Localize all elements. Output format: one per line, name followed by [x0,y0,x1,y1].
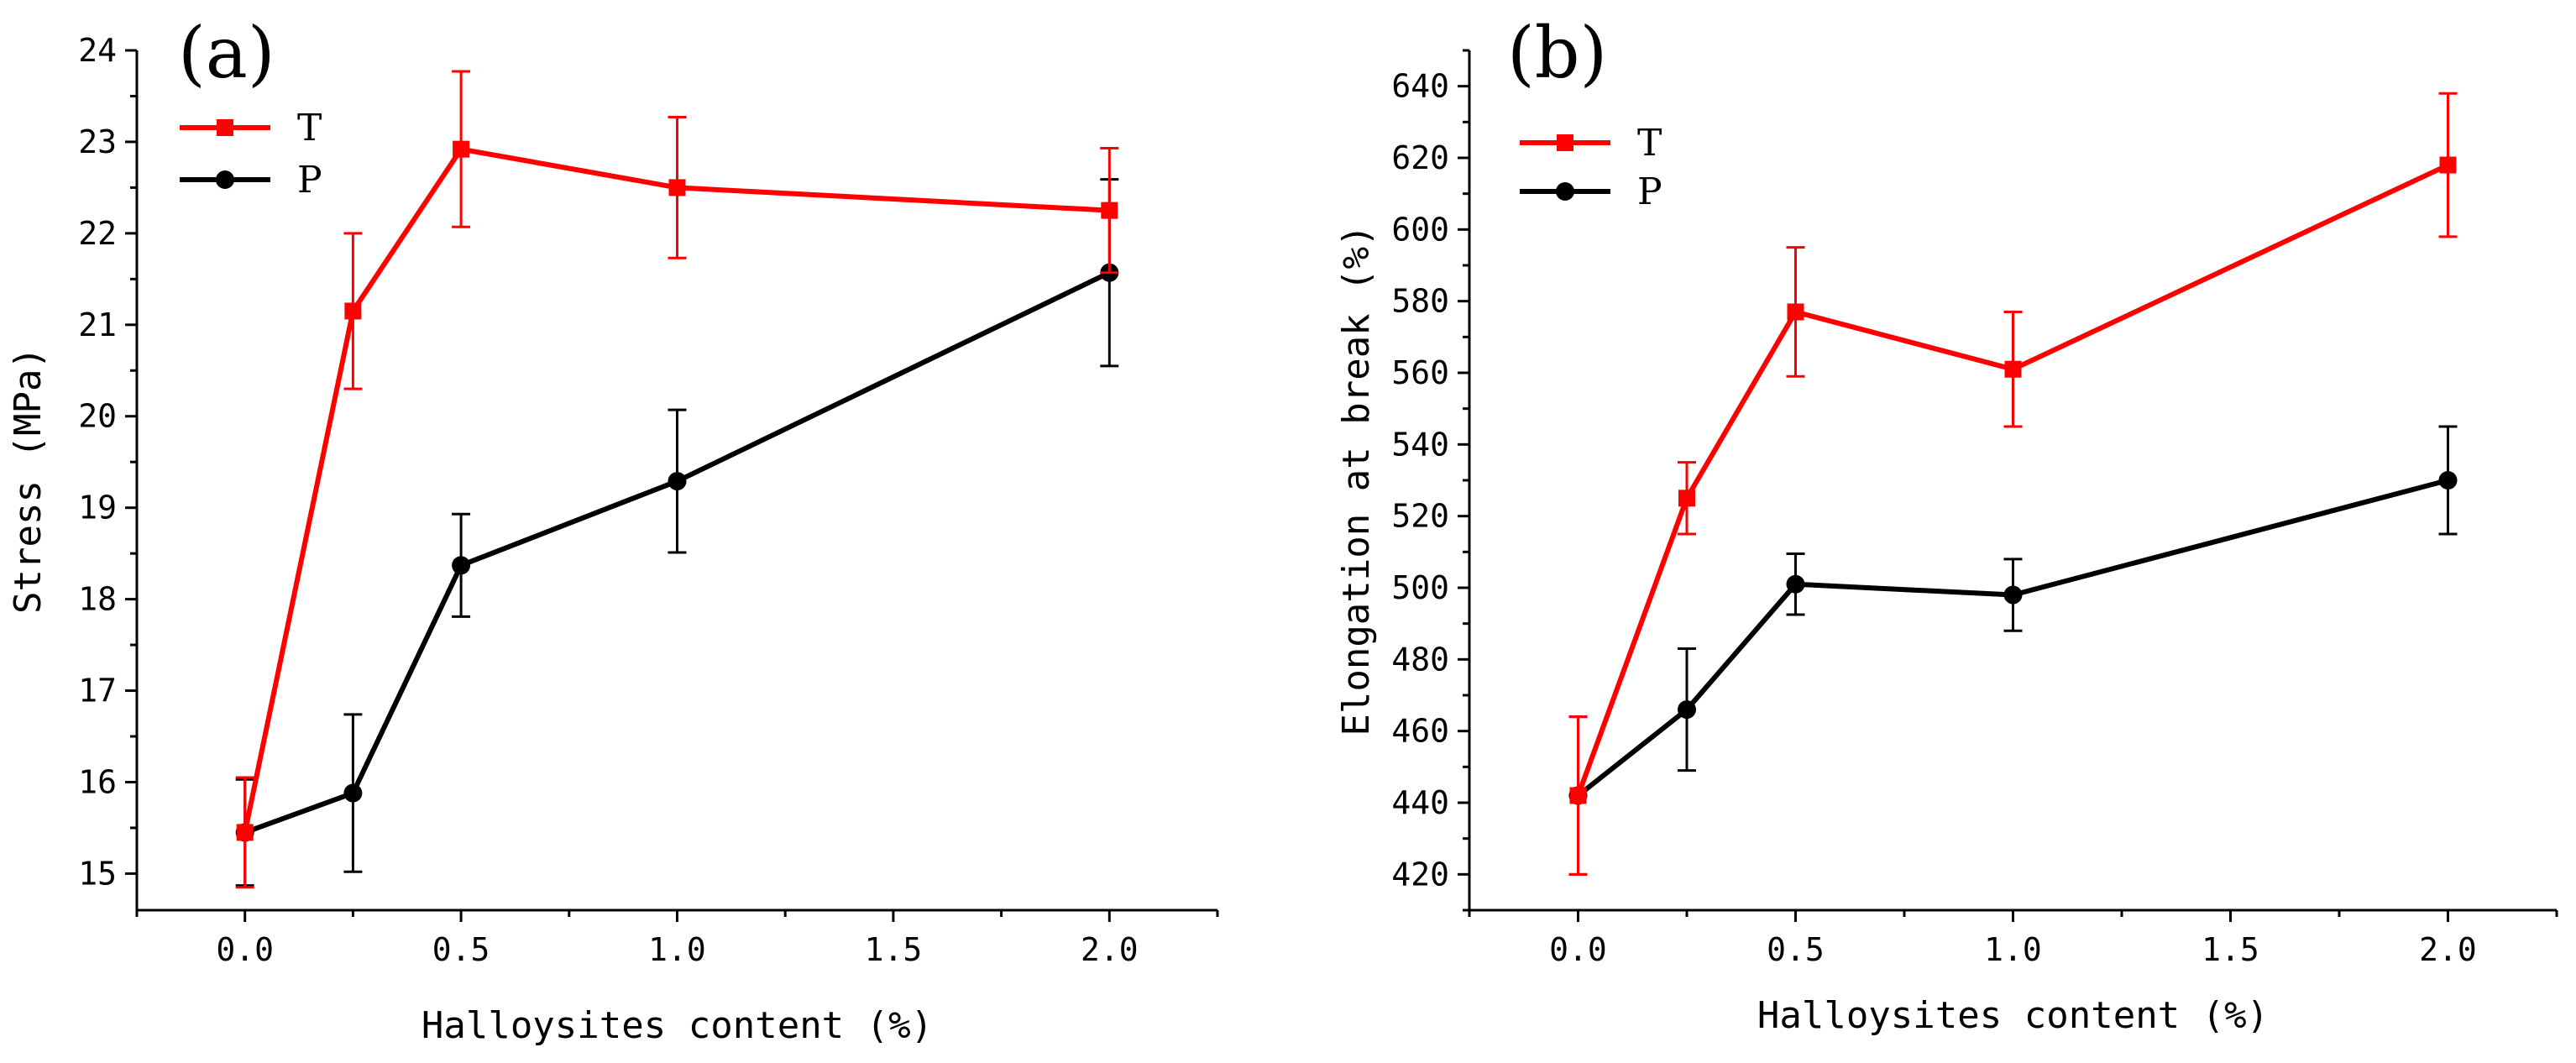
x-tick-label: 2.0 [2419,931,2477,968]
data-point [668,472,687,491]
y-axis-title: Elongation at break (%) [1335,224,1378,736]
data-point [236,824,254,841]
series-P [1568,425,2458,876]
series-line [1575,162,2449,797]
y-tick-label: 540 [1391,426,1449,463]
series-T [235,70,1119,889]
data-point [2439,156,2457,174]
x-tick-label: 1.5 [865,931,923,968]
y-tick-label: 16 [78,763,117,800]
y-tick-label: 560 [1391,354,1449,391]
x-tick-label: 0.5 [432,931,490,968]
y-tick-label: 420 [1391,856,1449,893]
chart-panel-a: 15 16 17 18 19 20 21 22 23 24 0.0 0.5 1.0 1.5 2.0 Hallo… [7,12,1219,1047]
chart-panel-b: 420 440 460 480 500 520 540 560 580 600 620 640 0.0 0… [1335,12,2558,1037]
y-tick-label: 620 [1391,139,1449,176]
x-tick-label: 0.5 [1767,931,1825,968]
legend-marker [1557,134,1573,151]
y-tick-label: 500 [1391,569,1449,606]
data-point [1787,303,1804,321]
legend-label: T [1637,122,1662,165]
y-tick-label: 18 [78,581,117,618]
y-tick-label: 480 [1391,641,1449,678]
legend-marker [217,119,233,136]
x-axis-title: Halloysites content (%) [421,1004,933,1047]
y-tick-label: 460 [1391,713,1449,750]
x-tick-label: 1.0 [1984,931,2042,968]
data-point [452,556,471,575]
y-tick-label: 580 [1391,283,1449,320]
data-point [1786,574,1805,594]
data-point [343,783,363,803]
y-tick-label: 20 [78,398,117,435]
data-point [344,302,362,320]
data-point [453,140,470,158]
y-tick-label: 640 [1391,68,1449,105]
y-tick-label: 15 [78,855,117,892]
data-point [1569,787,1587,804]
y-tick-label: 520 [1391,498,1449,535]
legend-marker [216,170,234,189]
x-tick-label: 1.0 [648,931,706,968]
data-point [2438,471,2458,490]
x-axis-title: Halloysites content (%) [1757,994,2269,1037]
y-tick-label: 440 [1391,784,1449,821]
series-T [1568,92,2458,876]
x-tick-label: 0.0 [1549,931,1607,968]
data-point [1678,700,1696,720]
y-tick-label: 17 [78,673,117,710]
legend-label: P [1637,170,1662,213]
legend: TP [1520,122,1662,213]
legend-label: T [297,107,322,149]
legend: TP [180,107,322,202]
x-tick-label: 0.0 [216,931,274,968]
y-tick-label: 600 [1391,211,1449,248]
data-point [2003,585,2023,605]
y-tick-label: 23 [78,123,117,160]
y-tick-label: 19 [78,490,117,526]
x-tick-label: 1.5 [2202,931,2259,968]
data-point [1101,202,1118,219]
panel-label: (b) [1507,12,1607,94]
y-tick-label: 24 [78,32,117,69]
legend-label: P [297,159,322,202]
y-tick-label: 22 [78,215,117,252]
legend-marker [1556,182,1574,201]
y-tick-label: 21 [78,306,117,343]
data-point [668,179,686,196]
data-point [2004,360,2022,378]
y-axis-title: Stress (MPa) [7,347,50,614]
series-P [235,178,1119,888]
series-line [1576,478,2449,798]
data-point [1678,490,1695,507]
panel-label: (a) [178,12,275,94]
x-tick-label: 2.0 [1081,931,1139,968]
